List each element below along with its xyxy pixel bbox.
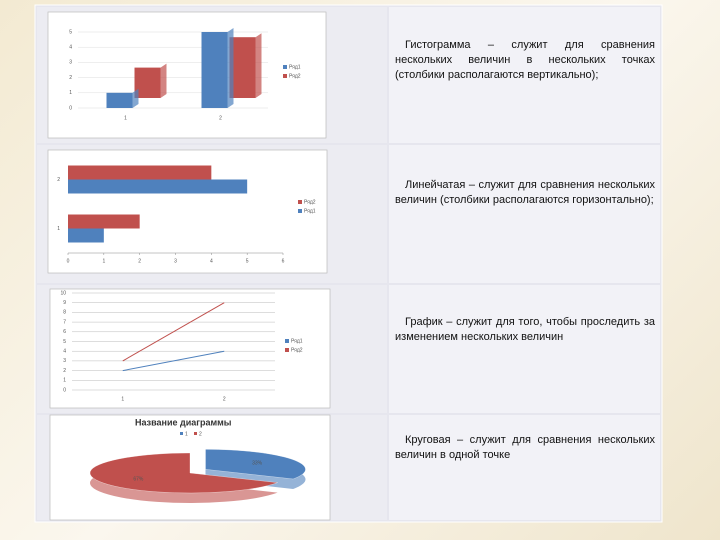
legend-label: Ряд1 xyxy=(289,64,301,70)
y-tick-label: 9 xyxy=(63,300,66,306)
y-tick-label: 8 xyxy=(63,310,66,316)
x-tick-label: 6 xyxy=(282,258,285,264)
pie-slice xyxy=(89,452,278,494)
legend-label: Ряд1 xyxy=(304,208,316,214)
y-tick-label: 4 xyxy=(69,45,72,51)
legend-swatch xyxy=(283,65,287,69)
bar-side xyxy=(132,88,139,108)
bar xyxy=(201,32,228,108)
legend-swatch xyxy=(194,432,197,435)
description: Гистограмма – служит для сравнения неско… xyxy=(395,39,655,81)
cell xyxy=(389,415,660,520)
line xyxy=(122,302,225,362)
x-tick-label: 1 xyxy=(121,396,124,402)
legend-swatch xyxy=(180,432,183,435)
legend-label: Ряд2 xyxy=(291,347,303,353)
legend-label: Ряд1 xyxy=(291,338,303,344)
bar xyxy=(229,37,256,98)
chart-frame xyxy=(49,288,331,409)
legend-swatch xyxy=(298,209,302,213)
y-tick-label: 1 xyxy=(63,378,66,384)
legend-swatch xyxy=(285,339,289,343)
chart-frame xyxy=(47,11,327,139)
bar xyxy=(68,214,140,229)
y-tick-label: 4 xyxy=(63,349,66,355)
y-tick-label: 10 xyxy=(60,290,66,296)
cell xyxy=(389,7,660,143)
x-tick-label: 2 xyxy=(138,258,141,264)
line xyxy=(122,350,225,372)
y-tick-label: 0 xyxy=(69,105,72,111)
bar-side xyxy=(160,63,167,98)
legend-swatch xyxy=(298,200,302,204)
description: График – служит для того, чтобы проследи… xyxy=(395,316,655,343)
x-tick-label: 0 xyxy=(67,258,70,264)
value-label: 33% xyxy=(252,461,263,467)
value-label: 67% xyxy=(133,476,144,482)
y-tick-label: 2 xyxy=(57,177,60,183)
cell xyxy=(389,145,660,283)
cell xyxy=(389,285,660,413)
y-tick-label: 5 xyxy=(63,339,66,345)
bar xyxy=(134,67,161,98)
y-tick-label: 3 xyxy=(69,60,72,66)
y-tick-label: 6 xyxy=(63,329,66,335)
x-tick-label: 1 xyxy=(102,258,105,264)
y-tick-label: 0 xyxy=(63,387,66,393)
legend-label: 1 xyxy=(185,431,188,437)
y-tick-label: 5 xyxy=(69,29,72,35)
legend-swatch xyxy=(285,348,289,352)
y-tick-label: 2 xyxy=(69,75,72,81)
y-tick-label: 7 xyxy=(63,319,66,325)
y-tick-label: 1 xyxy=(69,90,72,96)
x-tick-label: 2 xyxy=(223,396,226,402)
x-tick-label: 2 xyxy=(219,115,222,121)
legend-label: Ряд2 xyxy=(304,199,316,205)
description: Линейчатая – служит для сравнения нескол… xyxy=(395,179,655,206)
description: Круговая – служит для сравнения нескольк… xyxy=(395,434,655,461)
legend-label: Ряд2 xyxy=(289,73,301,79)
legend-label: 2 xyxy=(199,431,202,437)
x-tick-label: 1 xyxy=(124,115,127,121)
y-tick-label: 2 xyxy=(63,368,66,374)
y-tick-label: 3 xyxy=(63,358,66,364)
bar xyxy=(106,92,133,108)
legend-swatch xyxy=(283,74,287,78)
bar xyxy=(68,179,248,194)
bar-side xyxy=(255,33,262,99)
x-tick-label: 3 xyxy=(174,258,177,264)
bar xyxy=(68,165,212,180)
bar xyxy=(68,228,104,243)
x-tick-label: 5 xyxy=(246,258,249,264)
chart-title: Название диаграммы xyxy=(135,417,232,427)
x-tick-label: 4 xyxy=(210,258,213,264)
y-tick-label: 1 xyxy=(57,226,60,232)
pie-slice xyxy=(205,449,306,480)
bar-side xyxy=(227,28,234,108)
